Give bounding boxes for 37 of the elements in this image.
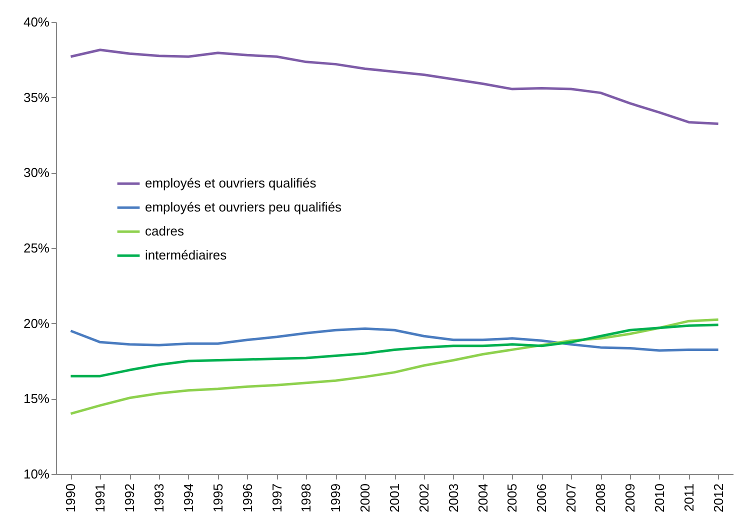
x-tick-label: 2002 [416, 484, 432, 512]
y-tick-label: 35% [23, 90, 50, 105]
x-tick-label: 2004 [475, 484, 490, 512]
x-tick-label: 2006 [534, 484, 550, 512]
line-series [69, 324, 720, 378]
x-tick-label: 1996 [240, 484, 255, 512]
x-tick-label: 1995 [210, 484, 226, 512]
x-tick-label: 2009 [622, 484, 638, 512]
x-tick-label: 2011 [681, 484, 696, 512]
line-series [69, 327, 720, 352]
legend-label: cadres [145, 224, 185, 239]
x-tick-label: 1998 [298, 484, 314, 512]
y-tick-label: 25% [23, 240, 50, 256]
x-tick-label: 2001 [387, 484, 402, 512]
legend-label: intermédiaires [145, 248, 228, 263]
x-tick-label: 2012 [710, 484, 726, 512]
x-tick-label: 1991 [92, 484, 108, 512]
x-tick-label: 2000 [358, 484, 373, 512]
y-tick-label: 40% [23, 14, 50, 30]
y-tick-label: 15% [23, 391, 50, 406]
x-tick-label: 1999 [328, 484, 344, 512]
x-tick-label: 2003 [446, 484, 461, 512]
x-tick-label: 2010 [652, 484, 667, 512]
x-tick-label: 2007 [564, 484, 579, 512]
legend-label: employés et ouvriers qualifiés [145, 176, 317, 191]
y-tick-label: 10% [23, 466, 50, 482]
y-tick-label: 20% [23, 316, 50, 331]
x-tick-label: 2005 [504, 484, 520, 512]
x-tick-label: 1994 [180, 484, 196, 512]
y-tick-label: 30% [23, 165, 50, 180]
x-tick-label: 1993 [152, 484, 167, 512]
x-tick-label: 1992 [122, 484, 138, 512]
x-tick-label: 2008 [593, 484, 608, 512]
legend-label: employés et ouvriers peu qualifiés [145, 200, 342, 215]
x-tick-label: 1990 [63, 484, 78, 512]
x-tick-label: 1997 [269, 484, 284, 512]
line-series [69, 48, 720, 125]
